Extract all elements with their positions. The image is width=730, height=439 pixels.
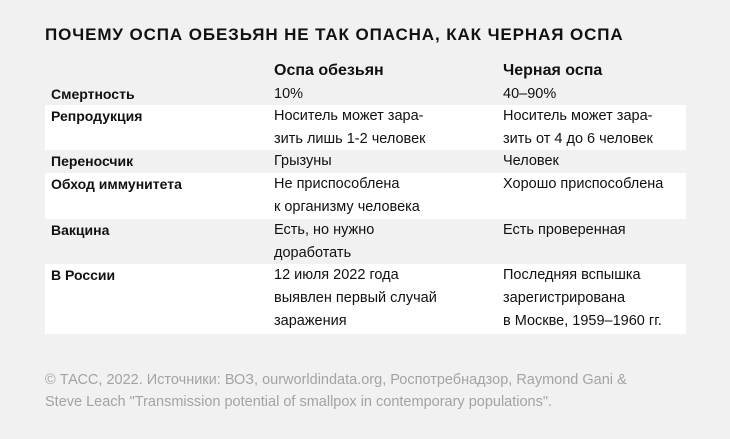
smallpox-cell: Последняя вспышка зарегистрирована в Москв… xyxy=(503,267,662,329)
table-row: Репродукция Носитель может зара-зить лиш… xyxy=(45,105,686,150)
infographic-title: ПОЧЕМУ ОСПА ОБЕЗЬЯН НЕ ТАК ОПАСНА, КАК Ч… xyxy=(45,25,624,44)
table-header-row: Оспа обезьян Черная оспа xyxy=(45,59,686,83)
smallpox-cell: Хорошо приспособлена xyxy=(503,176,664,192)
monkeypox-cell: Не приспособлена к организму человека xyxy=(274,176,420,215)
monkeypox-cell: Грызуны xyxy=(274,153,332,169)
row-label: Переносчик xyxy=(51,153,134,169)
column-header-smallpox: Черная оспа xyxy=(503,62,603,79)
column-header-monkeypox: Оспа обезьян xyxy=(274,62,384,79)
row-label: Репродукция xyxy=(51,108,143,124)
row-label: В России xyxy=(51,267,116,283)
smallpox-cell: Человек xyxy=(503,153,559,169)
source-line: Steve Leach "Transmission potential of s… xyxy=(45,394,553,410)
smallpox-cell: 40–90% xyxy=(503,86,557,102)
source-footnote: © ТАСС, 2022. Источники: ВОЗ, ourworldin… xyxy=(45,369,715,413)
smallpox-cell: Есть проверенная xyxy=(503,222,626,238)
table-row: В России 12 июля 2022 года выявлен первый… xyxy=(45,264,686,334)
row-label: Обход иммунитета xyxy=(51,176,182,192)
monkeypox-cell: Есть, но нужно доработать xyxy=(274,222,375,261)
table-row: Обход иммунитета Не приспособлена к орган… xyxy=(45,173,686,219)
source-line: © ТАСС, 2022. Источники: ВОЗ, ourworldin… xyxy=(45,372,627,388)
monkeypox-cell: 10% xyxy=(274,86,304,102)
monkeypox-cell: Носитель может зара-зить лишь 1-2 челове… xyxy=(274,108,426,147)
table-row: Смертность 10% 40–90% xyxy=(45,83,686,105)
table-row: Переносчик Грызуны Человек xyxy=(45,150,686,173)
smallpox-cell: Носитель может зара-зить от 4 до 6 челов… xyxy=(503,108,653,147)
table-row: Вакцина Есть, но нужно доработать Есть пр… xyxy=(45,219,686,264)
comparison-table: Оспа обезьян Черная оспа Смертность 10% … xyxy=(45,59,686,334)
monkeypox-cell: 12 июля 2022 года выявлен первый случай за… xyxy=(274,267,437,329)
row-label: Вакцина xyxy=(51,222,110,238)
row-label: Смертность xyxy=(51,86,135,102)
